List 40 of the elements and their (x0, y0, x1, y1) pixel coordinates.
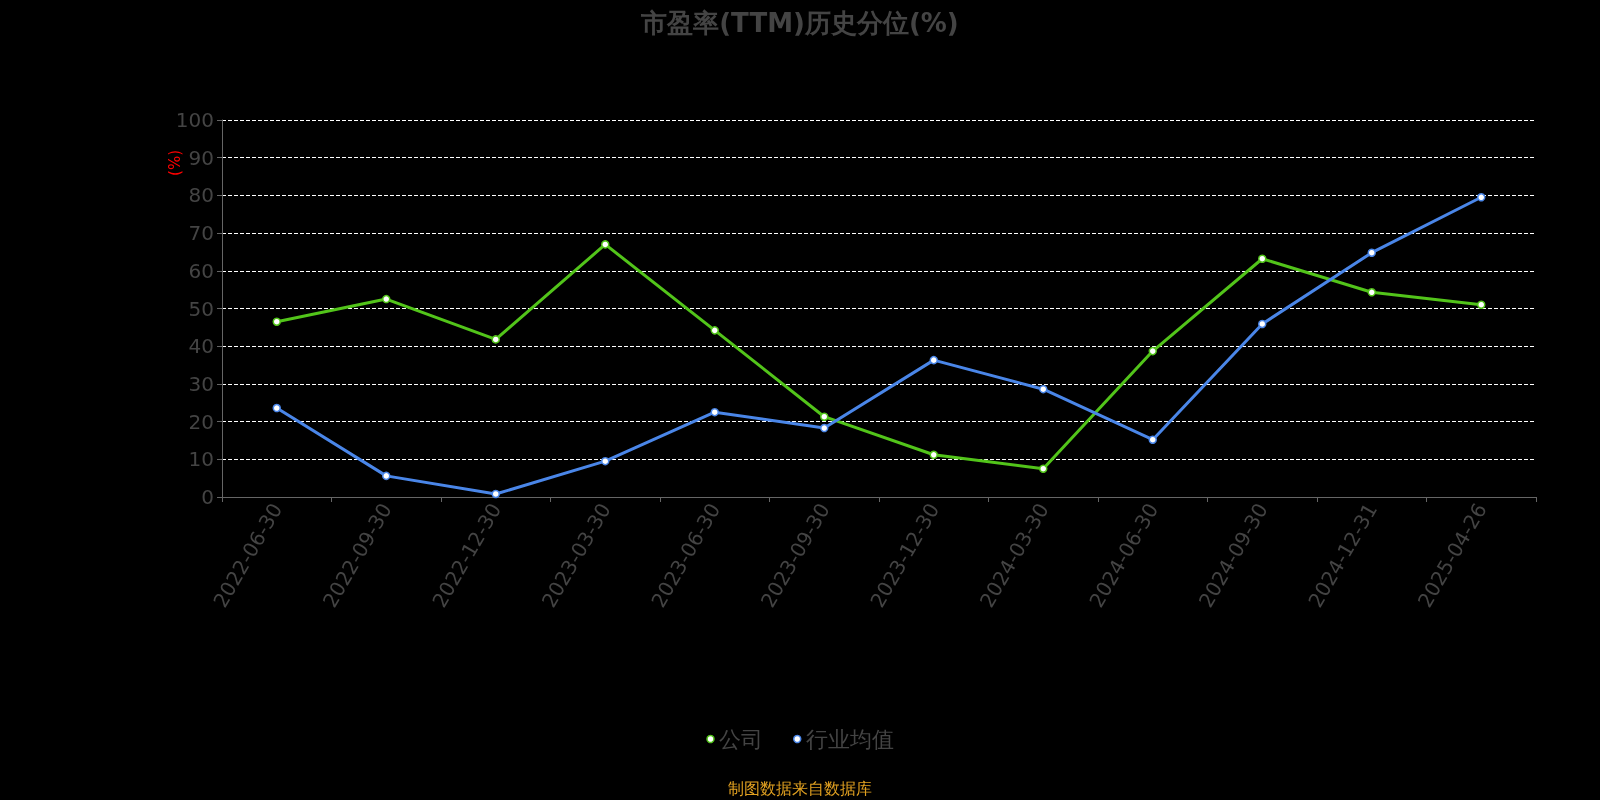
point (1477, 193, 1486, 202)
y-tick-label: 40 (188, 334, 214, 359)
y-tick-label: 30 (188, 371, 214, 396)
y-tick-label: 20 (188, 409, 214, 434)
point (1477, 300, 1486, 309)
point (1258, 319, 1267, 329)
y-tick-label: 50 (188, 296, 214, 321)
point (1039, 464, 1048, 473)
point (601, 240, 610, 249)
point (1039, 384, 1048, 394)
point (1367, 288, 1376, 297)
y-axis-title: (%) (165, 150, 184, 176)
point (1148, 346, 1157, 356)
chart-title: 市盈率(TTM)历史分位(%) (640, 8, 959, 38)
y-tick-label: 60 (188, 258, 214, 283)
point (820, 423, 829, 433)
point (272, 403, 281, 413)
point (929, 450, 938, 460)
point (710, 407, 719, 417)
point (929, 355, 938, 365)
point (272, 317, 281, 326)
point (491, 489, 500, 499)
point (491, 335, 500, 344)
point (1148, 435, 1157, 444)
point (382, 294, 391, 304)
y-tick-label: 0 (201, 485, 214, 509)
y-tick-label: 10 (188, 447, 214, 472)
point (1258, 254, 1267, 263)
y-tick-label: 80 (188, 183, 214, 208)
point (601, 456, 610, 466)
legend-label: 公司 (719, 726, 763, 752)
legend-label: 行业均值 (805, 726, 894, 752)
y-tick-label: 90 (188, 145, 214, 170)
y-tick-label: 70 (188, 221, 214, 246)
point (820, 412, 829, 421)
text: 制图数据来自数据库 (728, 778, 872, 798)
point (710, 326, 719, 335)
y-tick-label: 100 (175, 108, 214, 132)
point (382, 471, 391, 481)
point (1367, 248, 1376, 257)
